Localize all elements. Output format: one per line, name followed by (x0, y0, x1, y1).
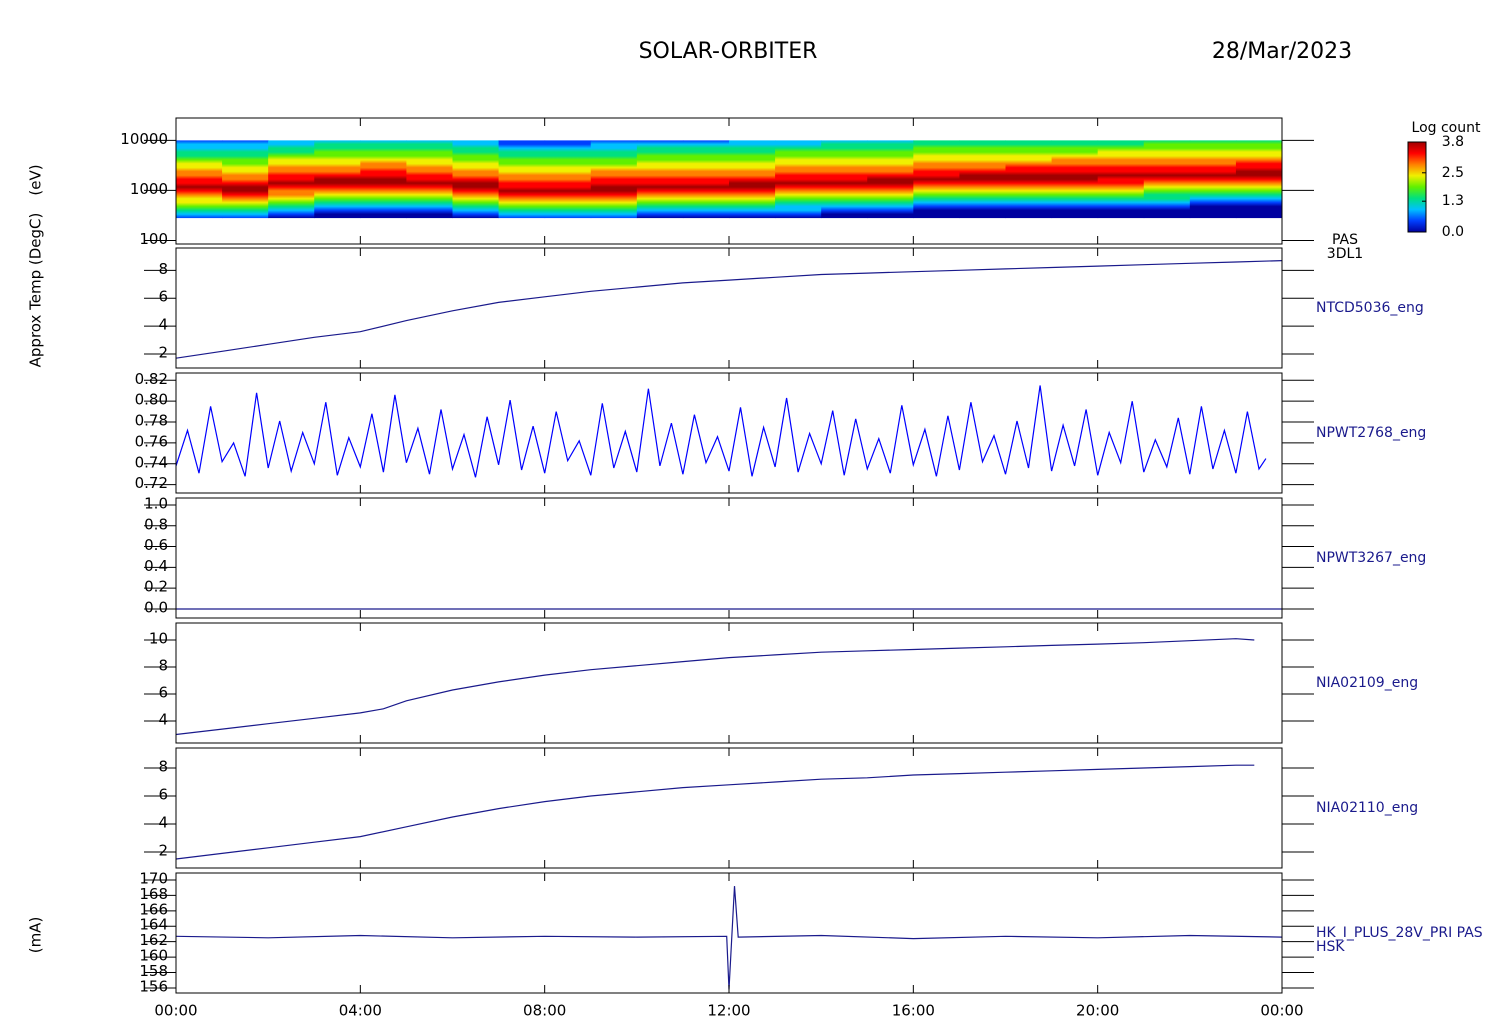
y-tick-label: 162 (139, 931, 168, 949)
panel-label: 3DL1 (1327, 246, 1363, 262)
y-axis-label: Approx Temp (DegC) (27, 213, 45, 368)
y-tick-label: 0.80 (135, 391, 168, 409)
spectrogram-column (729, 140, 776, 219)
y-tick-label: 0.82 (135, 370, 168, 388)
y-axis-label: (mA) (27, 917, 45, 954)
spectrogram-column (1005, 140, 1053, 219)
title: SOLAR-ORBITER (639, 39, 818, 64)
y-tick-label: 0.0 (144, 598, 168, 616)
y-tick-label: 0.6 (144, 536, 168, 554)
panel-frame (175, 622, 1283, 744)
colorbar-tick-label: 2.5 (1442, 165, 1464, 181)
panel-label: HK_I_PLUS_28V_PRI PAS (1316, 925, 1483, 941)
y-tick-label: 8 (158, 758, 168, 776)
y-tick-label: 164 (139, 916, 168, 934)
spectrogram-column (867, 140, 914, 219)
spectrogram-column (590, 140, 638, 219)
y-tick-label: 6 (158, 288, 168, 306)
y-tick-label: 168 (139, 885, 168, 903)
y-tick-label: 10000 (120, 130, 168, 148)
spectrogram-column (959, 140, 1006, 219)
x-tick-label: 16:00 (892, 1002, 935, 1020)
y-tick-label: 0.74 (135, 453, 168, 471)
spectrogram-column (1051, 140, 1099, 219)
y-tick-label: 0.78 (135, 412, 168, 430)
spectrogram-column (452, 140, 500, 219)
y-tick-label: 0.76 (135, 432, 168, 450)
data-line (175, 886, 1283, 990)
spectrogram-column (682, 140, 730, 219)
panel-label: PAS (1332, 232, 1358, 248)
panel-frame (175, 872, 1283, 994)
colorbar (1407, 141, 1427, 233)
x-tick-label: 20:00 (1076, 1002, 1119, 1020)
spectrogram-column (360, 140, 407, 219)
spectrogram-column (913, 140, 960, 219)
x-tick-label: 00:00 (154, 1002, 197, 1020)
y-tick-label: 2 (158, 344, 168, 362)
colorbar-tick-label: 1.3 (1442, 193, 1464, 209)
data-line (175, 764, 1255, 860)
panel-frame (175, 747, 1283, 869)
panel-label: NPWT3267_eng (1316, 550, 1426, 566)
y-tick-label: 160 (139, 947, 168, 965)
colorbar-tick-label: 3.8 (1442, 134, 1464, 150)
y-tick-label: 1.0 (144, 494, 168, 512)
y-tick-label: 0.8 (144, 515, 168, 533)
y-tick-label: 4 (158, 316, 168, 334)
spectrogram-column (1235, 140, 1283, 219)
y-tick-label: 0.72 (135, 474, 168, 492)
spectrogram-column (1143, 140, 1191, 219)
y-tick-label: 10 (149, 630, 168, 648)
x-tick-label: 08:00 (523, 1002, 566, 1020)
panel-frame (175, 372, 1283, 494)
spectrogram-column (636, 140, 684, 219)
spectrogram-column (268, 140, 315, 219)
y-tick-label: 4 (158, 710, 168, 728)
y-tick-label: 170 (139, 869, 168, 887)
panel-frame (175, 497, 1283, 619)
y-tick-label: 158 (139, 962, 168, 980)
spectrogram-column (176, 140, 223, 219)
spectrogram-column (406, 140, 453, 219)
y-tick-label: 6 (158, 786, 168, 804)
x-tick-label: 04:00 (339, 1002, 382, 1020)
y-tick-label: 1000 (130, 180, 168, 198)
y-tick-label: 2 (158, 842, 168, 860)
colorbar-label: Log count (1412, 120, 1481, 136)
y-axis-label: (eV) (27, 164, 45, 195)
y-tick-label: 156 (139, 977, 168, 995)
date: 28/Mar/2023 (1212, 39, 1352, 64)
y-tick-label: 8 (158, 260, 168, 278)
colorbar-tick-label: 0.0 (1442, 224, 1464, 240)
y-tick-label: 4 (158, 814, 168, 832)
panel-label: NIA02109_eng (1316, 675, 1418, 691)
data-line (175, 260, 1283, 359)
panel-label: NIA02110_eng (1316, 800, 1418, 816)
y-tick-label: 6 (158, 684, 168, 702)
spectrogram-column (821, 140, 868, 219)
y-tick-label: 100 (139, 230, 168, 248)
panel-label: NPWT2768_eng (1316, 425, 1426, 441)
spectrogram-column (544, 140, 592, 219)
spectrogram-column (498, 140, 546, 219)
spectrogram-column (1189, 140, 1237, 219)
y-tick-label: 8 (158, 657, 168, 675)
y-tick-label: 166 (139, 900, 168, 918)
panel-label: HSK (1316, 939, 1345, 955)
y-tick-label: 0.2 (144, 578, 168, 596)
spectrogram-column (314, 140, 361, 219)
x-tick-label: 12:00 (707, 1002, 750, 1020)
spectrogram-column (775, 140, 822, 219)
data-line (175, 385, 1267, 478)
y-tick-label: 0.4 (144, 557, 168, 575)
spectrogram-column (1097, 140, 1145, 219)
x-tick-label: 00:00 (1260, 1002, 1303, 1020)
spectrogram-column (222, 140, 269, 219)
panel-label: NTCD5036_eng (1316, 300, 1424, 316)
data-line (175, 638, 1255, 736)
